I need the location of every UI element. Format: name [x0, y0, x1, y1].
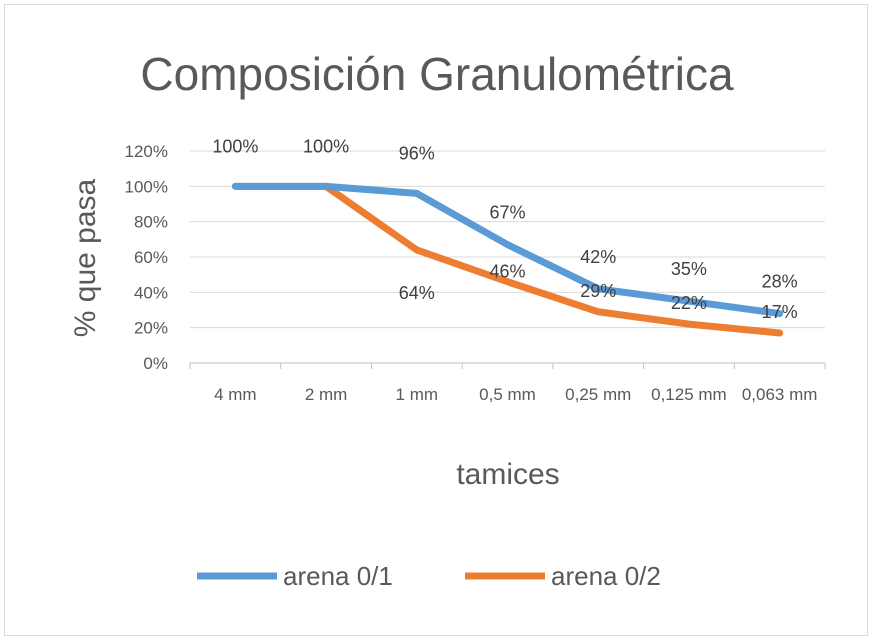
y-tick-label: 120%: [125, 142, 168, 161]
y-axis-title: % que pasa: [69, 178, 102, 337]
data-label: 96%: [399, 143, 435, 163]
y-axis-ticks: 0% 20% 40% 60% 80% 100% 120%: [125, 142, 168, 373]
y-tick-label: 40%: [134, 283, 168, 302]
data-label: 100%: [212, 136, 258, 156]
data-label: 42%: [580, 247, 616, 267]
x-tick-label: 0,125 mm: [651, 385, 727, 404]
data-label: 64%: [399, 283, 435, 303]
x-tick-label: 2 mm: [305, 385, 348, 404]
y-tick-label: 60%: [134, 248, 168, 267]
data-label: 29%: [580, 281, 616, 301]
chart-title: Composición Granulométrica: [140, 48, 734, 100]
y-tick-label: 100%: [125, 177, 168, 196]
series-line-arena-0-1: [231, 182, 784, 318]
series-lines: [231, 182, 784, 337]
x-axis-title: tamices: [456, 458, 559, 491]
data-label: 100%: [303, 136, 349, 156]
legend: arena 0/1 arena 0/2: [197, 561, 661, 591]
data-labels: 100% 100% 96% 67% 42% 35% 28% 64% 46% 29% 22% 17%: [212, 136, 797, 322]
legend-label: arena 0/2: [551, 561, 661, 591]
x-tick-label: 0,063 mm: [742, 385, 818, 404]
y-tick-label: 80%: [134, 213, 168, 232]
data-label: 35%: [671, 259, 707, 279]
y-tick-label: 20%: [134, 319, 168, 338]
x-tick-label: 1 mm: [396, 385, 439, 404]
x-tick-label: 0,5 mm: [479, 385, 536, 404]
data-label: 17%: [762, 302, 798, 322]
x-tick-label: 4 mm: [214, 385, 257, 404]
y-tick-label: 0%: [143, 354, 168, 373]
data-label: 46%: [489, 262, 525, 282]
legend-label: arena 0/1: [283, 561, 393, 591]
x-axis-ticks: 4 mm 2 mm 1 mm 0,5 mm 0,25 mm 0,125 mm 0,063 m…: [189, 363, 826, 404]
chart-frame: [4, 4, 868, 636]
x-tick-label: 0,25 mm: [565, 385, 631, 404]
data-label: 28%: [762, 272, 798, 292]
data-label: 22%: [671, 293, 707, 313]
data-label: 67%: [489, 203, 525, 223]
